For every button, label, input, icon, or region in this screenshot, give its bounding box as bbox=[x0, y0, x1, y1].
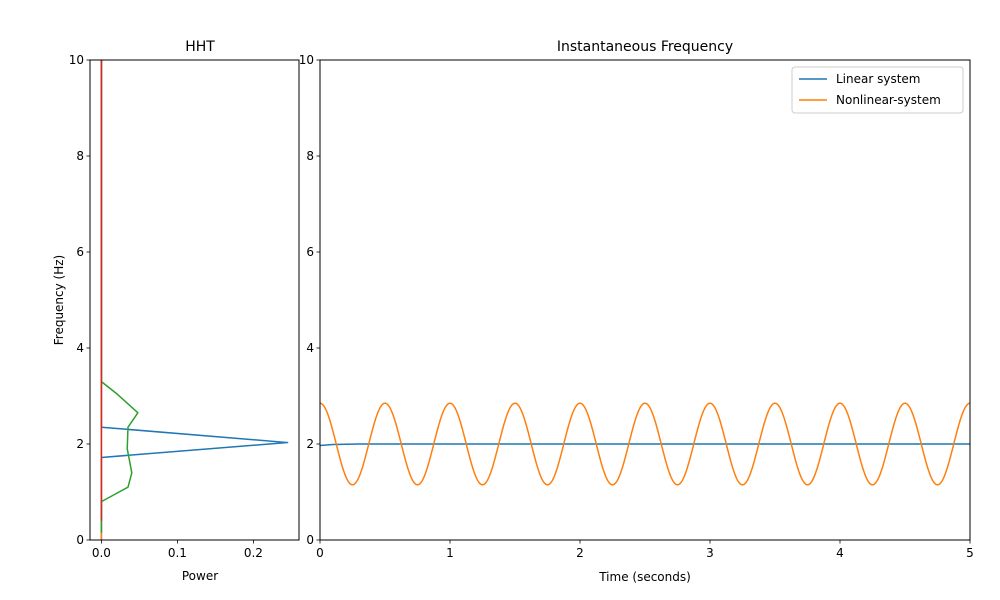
inst-ytick-label: 8 bbox=[306, 149, 314, 163]
inst-xtick-label: 2 bbox=[576, 546, 584, 560]
instantaneous-frequency-axes: 0 1 2 3 4 5 0 2 4 6 8 10 Instantaneous Frequency T… bbox=[299, 39, 974, 584]
inst-ytick-label: 0 bbox=[306, 533, 314, 547]
hht-ytick-label: 0 bbox=[76, 533, 84, 547]
inst-ytick-label: 10 bbox=[299, 53, 314, 67]
legend: Linear system Nonlinear-system bbox=[791, 66, 964, 114]
hht-ytick-label: 6 bbox=[76, 245, 84, 259]
inst-line-nonlinear-system bbox=[320, 402, 970, 486]
legend-box bbox=[791, 66, 964, 114]
inst-xtick-label: 1 bbox=[446, 546, 454, 560]
hht-axes-frame bbox=[89, 59, 300, 541]
hht-title: HHT bbox=[185, 39, 215, 55]
inst-ytick-label: 6 bbox=[306, 245, 314, 259]
inst-ytick-label: 4 bbox=[306, 341, 314, 355]
hht-xtick-label: 0.1 bbox=[168, 546, 187, 560]
inst-xtick-label: 3 bbox=[706, 546, 714, 560]
hht-ytick-label: 10 bbox=[69, 53, 84, 67]
hht-series-group bbox=[100, 60, 289, 540]
hht-xtick-label: 0.2 bbox=[244, 546, 263, 560]
hht-ylabel: Frequency (Hz) bbox=[52, 255, 66, 346]
hht-axes: 0.0 0.1 0.2 0 2 4 6 8 10 HHT Power Frequency (H… bbox=[52, 39, 300, 583]
instantaneous-frequency-title: Instantaneous Frequency bbox=[557, 39, 733, 55]
inst-line-linear-system bbox=[320, 443, 970, 447]
instantaneous-frequency-series-group bbox=[320, 402, 970, 486]
hht-xlabel: Power bbox=[182, 569, 218, 583]
hht-line-series-2 bbox=[100, 60, 139, 533]
inst-xtick-label: 0 bbox=[316, 546, 324, 560]
inst-xtick-label: 4 bbox=[836, 546, 844, 560]
legend-label-nonlinear-system: Nonlinear-system bbox=[836, 93, 941, 107]
instantaneous-frequency-axes-frame bbox=[319, 59, 971, 541]
inst-ytick-label: 2 bbox=[306, 437, 314, 451]
legend-label-linear-system: Linear system bbox=[836, 72, 921, 86]
instantaneous-frequency-xticks: 0 1 2 3 4 5 bbox=[316, 540, 974, 560]
hht-ytick-label: 4 bbox=[76, 341, 84, 355]
hht-yticks: 0 2 4 6 8 10 bbox=[69, 53, 90, 547]
hht-xtick-label: 0.0 bbox=[92, 546, 111, 560]
instantaneous-frequency-yticks: 0 2 4 6 8 10 bbox=[299, 53, 320, 547]
hht-ytick-label: 2 bbox=[76, 437, 84, 451]
inst-xtick-label: 5 bbox=[966, 546, 974, 560]
hht-ytick-label: 8 bbox=[76, 149, 84, 163]
hht-xticks: 0.0 0.1 0.2 bbox=[92, 540, 263, 560]
instantaneous-frequency-xlabel: Time (seconds) bbox=[598, 570, 691, 584]
